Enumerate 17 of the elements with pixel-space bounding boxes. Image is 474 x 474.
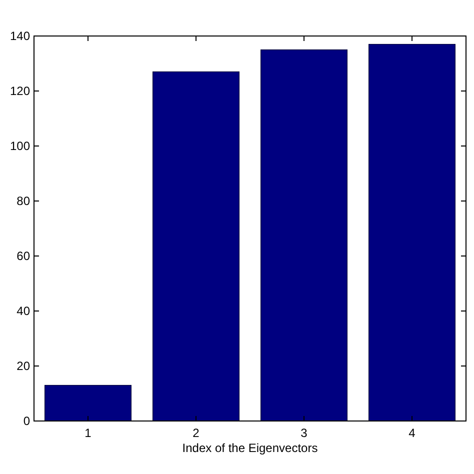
x-tick-label: 3 — [300, 426, 308, 440]
y-tick-label: 60 — [16, 249, 30, 264]
y-tick-label: 40 — [16, 304, 30, 318]
y-tick-label: 120 — [10, 84, 30, 98]
y-tick-label: 80 — [16, 194, 30, 208]
y-tick-label: 140 — [10, 29, 30, 44]
y-tick-label: 20 — [16, 359, 30, 374]
x-tick-label: 4 — [408, 426, 416, 440]
x-axis-title: Index of the Eigenvectors — [182, 441, 318, 455]
bar — [44, 384, 132, 422]
bar — [152, 71, 240, 422]
bar — [368, 44, 456, 422]
x-tick-label: 2 — [192, 426, 200, 440]
y-tick-label: 100 — [10, 139, 30, 154]
x-tick-label: 1 — [84, 426, 92, 440]
y-tick-label: 0 — [23, 414, 30, 428]
bar — [260, 49, 348, 422]
